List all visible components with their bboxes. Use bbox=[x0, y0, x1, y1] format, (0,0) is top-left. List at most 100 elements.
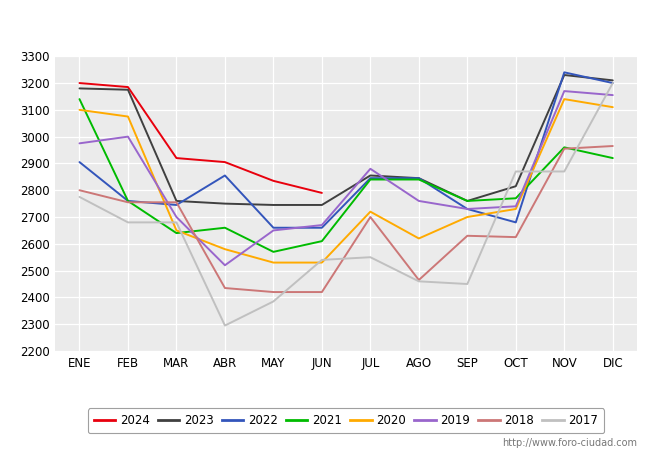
2024 bbox=[172, 155, 180, 161]
2020 bbox=[560, 96, 568, 102]
2023 bbox=[318, 202, 326, 207]
2018 bbox=[270, 289, 278, 295]
2022 bbox=[512, 220, 520, 225]
2022 bbox=[609, 81, 617, 86]
2022 bbox=[367, 176, 374, 181]
2017 bbox=[221, 323, 229, 328]
2020 bbox=[367, 209, 374, 214]
2018 bbox=[221, 285, 229, 291]
2018 bbox=[415, 277, 422, 283]
2020 bbox=[415, 236, 422, 241]
2022 bbox=[318, 225, 326, 230]
2018 bbox=[318, 289, 326, 295]
2021 bbox=[75, 96, 83, 102]
2020 bbox=[512, 206, 520, 211]
2022 bbox=[221, 173, 229, 178]
2017 bbox=[318, 257, 326, 263]
Legend: 2024, 2023, 2022, 2021, 2020, 2019, 2018, 2017: 2024, 2023, 2022, 2021, 2020, 2019, 2018… bbox=[88, 409, 604, 433]
2019 bbox=[318, 222, 326, 228]
2021 bbox=[221, 225, 229, 230]
2019 bbox=[367, 166, 374, 171]
2023 bbox=[415, 176, 422, 181]
2021 bbox=[124, 198, 132, 204]
2020 bbox=[270, 260, 278, 265]
2018 bbox=[560, 146, 568, 151]
2019 bbox=[172, 214, 180, 220]
Line: 2020: 2020 bbox=[79, 99, 613, 263]
2017 bbox=[560, 169, 568, 174]
2020 bbox=[172, 228, 180, 233]
2017 bbox=[367, 255, 374, 260]
2020 bbox=[609, 104, 617, 110]
2024 bbox=[75, 81, 83, 86]
2022 bbox=[270, 225, 278, 230]
Line: 2022: 2022 bbox=[79, 72, 613, 228]
2017 bbox=[172, 220, 180, 225]
2023 bbox=[124, 87, 132, 92]
2017 bbox=[124, 220, 132, 225]
2019 bbox=[75, 141, 83, 146]
2021 bbox=[463, 198, 471, 204]
2021 bbox=[172, 230, 180, 236]
2019 bbox=[270, 228, 278, 233]
2023 bbox=[367, 173, 374, 178]
2020 bbox=[318, 260, 326, 265]
2021 bbox=[609, 155, 617, 161]
Line: 2019: 2019 bbox=[79, 91, 613, 265]
Text: http://www.foro-ciudad.com: http://www.foro-ciudad.com bbox=[502, 438, 637, 448]
2019 bbox=[560, 88, 568, 94]
2018 bbox=[124, 200, 132, 205]
2018 bbox=[75, 188, 83, 193]
2017 bbox=[75, 194, 83, 200]
Line: 2024: 2024 bbox=[79, 83, 322, 193]
2023 bbox=[609, 78, 617, 83]
2018 bbox=[463, 233, 471, 238]
Line: 2017: 2017 bbox=[79, 83, 613, 325]
2021 bbox=[512, 196, 520, 201]
2023 bbox=[512, 184, 520, 189]
2017 bbox=[415, 279, 422, 284]
2019 bbox=[512, 203, 520, 209]
2019 bbox=[415, 198, 422, 204]
2022 bbox=[172, 202, 180, 207]
2018 bbox=[609, 143, 617, 148]
2024 bbox=[270, 178, 278, 184]
2019 bbox=[463, 206, 471, 211]
2018 bbox=[367, 214, 374, 220]
2021 bbox=[367, 177, 374, 182]
2018 bbox=[512, 234, 520, 240]
2020 bbox=[221, 247, 229, 252]
2018 bbox=[172, 200, 180, 205]
2023 bbox=[270, 202, 278, 207]
2023 bbox=[75, 86, 83, 91]
2019 bbox=[124, 134, 132, 140]
2020 bbox=[124, 114, 132, 119]
2024 bbox=[221, 159, 229, 165]
2019 bbox=[221, 262, 229, 268]
2022 bbox=[75, 159, 83, 165]
2021 bbox=[415, 177, 422, 182]
Text: Afiliados en Villanueva de Castellón a 31/5/2024: Afiliados en Villanueva de Castellón a 3… bbox=[131, 15, 519, 30]
2021 bbox=[560, 144, 568, 150]
2023 bbox=[172, 198, 180, 204]
2019 bbox=[609, 92, 617, 98]
2017 bbox=[463, 281, 471, 287]
2017 bbox=[609, 81, 617, 86]
2022 bbox=[124, 198, 132, 204]
2017 bbox=[270, 299, 278, 304]
2020 bbox=[463, 214, 471, 220]
2021 bbox=[270, 249, 278, 255]
2017 bbox=[512, 169, 520, 174]
Line: 2018: 2018 bbox=[79, 146, 613, 292]
2022 bbox=[415, 176, 422, 181]
2022 bbox=[463, 206, 471, 211]
Line: 2023: 2023 bbox=[79, 75, 613, 205]
2023 bbox=[560, 72, 568, 78]
2024 bbox=[318, 190, 326, 196]
2024 bbox=[124, 84, 132, 90]
Line: 2021: 2021 bbox=[79, 99, 613, 252]
2022 bbox=[560, 70, 568, 75]
2023 bbox=[463, 198, 471, 204]
2021 bbox=[318, 238, 326, 244]
2023 bbox=[221, 201, 229, 206]
